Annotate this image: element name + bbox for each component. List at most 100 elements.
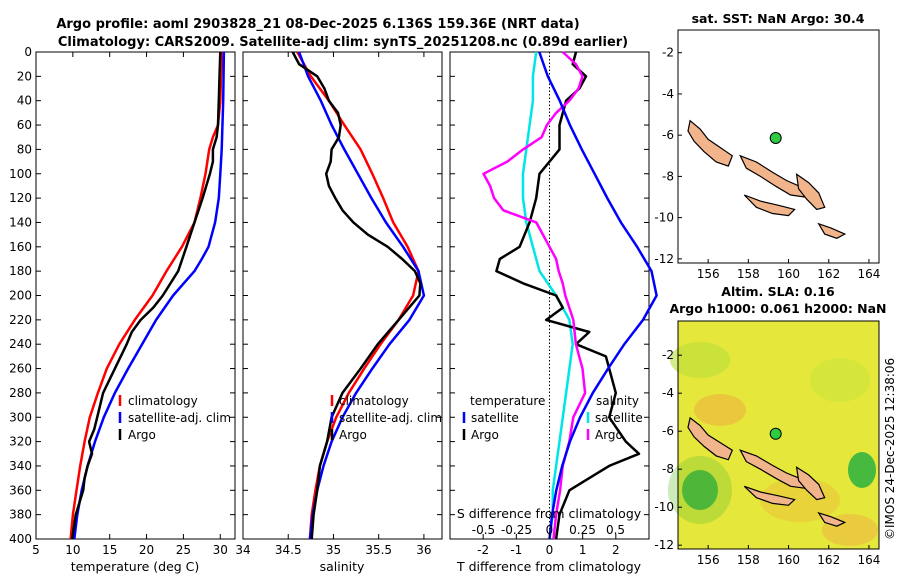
y-tick-label: 40 [17, 94, 32, 108]
argo-float-marker [769, 132, 782, 144]
x-tick-label: 34 [235, 543, 250, 557]
x-tick-label: 25 [176, 543, 191, 557]
y-tick-label: -10 [654, 500, 674, 514]
y-tick-label: 400 [9, 532, 32, 546]
island-shape [743, 485, 796, 506]
y-tick-label: 360 [9, 483, 32, 497]
sla-patch [848, 452, 876, 488]
land-outline [687, 416, 847, 527]
legend-climatology-label: climatology [128, 394, 198, 408]
y-tick-label: 160 [9, 240, 32, 254]
legend-temp-argo-label: Argo [471, 428, 499, 442]
y-tick-label: 60 [17, 118, 32, 132]
s-tick-label: 0 [546, 523, 554, 537]
temperature-panel: 5 10 15 20 25 300 20 40 60 80 100 120 140 160 180 200 22… [9, 45, 236, 574]
x-tick-label: 160 [777, 553, 800, 567]
y-tick-label: -10 [654, 211, 674, 225]
x-tick-label: 160 [777, 267, 800, 281]
temperature-legend: climatology satellite-adj. clim Argo [118, 394, 231, 442]
argo-float-marker [769, 427, 782, 440]
x-tick-label: 1 [579, 543, 587, 557]
salinity-legend: climatology satellite-adj. clim Argo [330, 394, 442, 442]
sla-patch [694, 394, 746, 426]
y-tick-label: 280 [9, 386, 32, 400]
legend-salinity-title: salinity [596, 394, 639, 408]
y-tick-label: 380 [9, 508, 32, 522]
y-tick-label: -8 [662, 462, 674, 476]
x-tick-label: 35.5 [365, 543, 392, 557]
y-tick-label: 80 [17, 142, 32, 156]
x-tick-label: 10 [65, 543, 80, 557]
series-satellite-profile-line [538, 51, 658, 540]
legend-satellite-label: satellite-adj. clim [128, 411, 231, 425]
y-tick-label: -2 [662, 46, 674, 60]
imos-credit: ©IMOS 24-Dec-2025 12:38:06 [883, 358, 897, 540]
island-shape [743, 194, 796, 217]
island-shape [795, 466, 826, 501]
legend-sal-argo-label: Argo [595, 428, 623, 442]
y-tick-label: 220 [9, 313, 32, 327]
legend-temp-satellite-label: satellite [471, 411, 519, 425]
x-tick-label: 15 [102, 543, 117, 557]
difference-panel: -2 -1 0 1 2 temperature satellite Argo salin… [449, 51, 658, 574]
x-tick-label: 156 [697, 267, 720, 281]
x-tick-label: -1 [510, 543, 522, 557]
series-satellite-adj-clim-line [297, 51, 426, 540]
y-tick-label: 300 [9, 410, 32, 424]
island-shape [817, 222, 847, 239]
y-tick-label: 140 [9, 215, 32, 229]
legend-argo-label: Argo [128, 428, 156, 442]
s-tick-label: -0.25 [501, 523, 532, 537]
sst-map-panel: sat. SST: NaN Argo: 30.4 156 158 160 162 164… [654, 11, 880, 281]
x-tick-label: 158 [737, 553, 760, 567]
y-tick-label: 100 [9, 167, 32, 181]
temperature-axes [35, 51, 236, 540]
title-line-1: Argo profile: aoml 2903828_21 08-Dec-202… [56, 17, 579, 32]
s-tick-label: 0.25 [569, 523, 596, 537]
x-tick-label: 164 [857, 553, 880, 567]
s-difference-label: S difference from climatology [457, 506, 642, 521]
legend-argo-label: Argo [339, 428, 367, 442]
y-tick-label: 240 [9, 337, 32, 351]
y-tick-label: 20 [17, 69, 32, 83]
y-tick-label: -6 [662, 128, 674, 142]
x-tick-label: 5 [32, 543, 40, 557]
salinity-xlabel: salinity [320, 559, 365, 574]
y-tick-label: 340 [9, 459, 32, 473]
x-tick-label: 2 [612, 543, 620, 557]
x-tick-label: 0 [546, 543, 554, 557]
y-tick-label: -8 [662, 169, 674, 183]
y-tick-label: 320 [9, 435, 32, 449]
sla-map-panel: Altim. SLA: 0.16 Argo h1000: 0.061 h2000… [654, 284, 886, 567]
x-tick-label: 34.5 [275, 543, 302, 557]
series-argo-line [70, 51, 222, 540]
y-tick-label: 120 [9, 191, 32, 205]
y-tick-label: -12 [654, 252, 674, 266]
x-tick-label: 156 [697, 553, 720, 567]
title-line-2: Climatology: CARS2009. Satellite-adj cli… [58, 35, 628, 50]
s-tick-label: -0.5 [472, 523, 495, 537]
y-tick-label: -12 [654, 538, 674, 552]
y-tick-label: 200 [9, 289, 32, 303]
s-tick-label: 0.5 [606, 523, 625, 537]
x-tick-label: 30 [213, 543, 228, 557]
y-tick-label: -2 [662, 348, 674, 362]
x-tick-label: 20 [139, 543, 154, 557]
legend-sal-satellite-label: satellite [595, 411, 643, 425]
sla-patch [682, 470, 718, 510]
y-tick-label: 180 [9, 264, 32, 278]
island-shape [817, 511, 847, 527]
legend-climatology-label: climatology [339, 394, 409, 408]
sla-map-axes [677, 320, 880, 550]
sst-map-title: sat. SST: NaN Argo: 30.4 [692, 11, 865, 26]
island-shape [687, 119, 734, 167]
y-tick-label: -4 [662, 87, 674, 101]
x-tick-label: -2 [477, 543, 489, 557]
sla-patch [668, 456, 732, 524]
sla-patch [670, 342, 730, 378]
y-tick-label: -4 [662, 386, 674, 400]
x-tick-label: 162 [817, 553, 840, 567]
legend-satellite-label: satellite-adj. clim [339, 411, 442, 425]
x-tick-label: 162 [817, 267, 840, 281]
legend-temperature-title: temperature [470, 394, 545, 408]
